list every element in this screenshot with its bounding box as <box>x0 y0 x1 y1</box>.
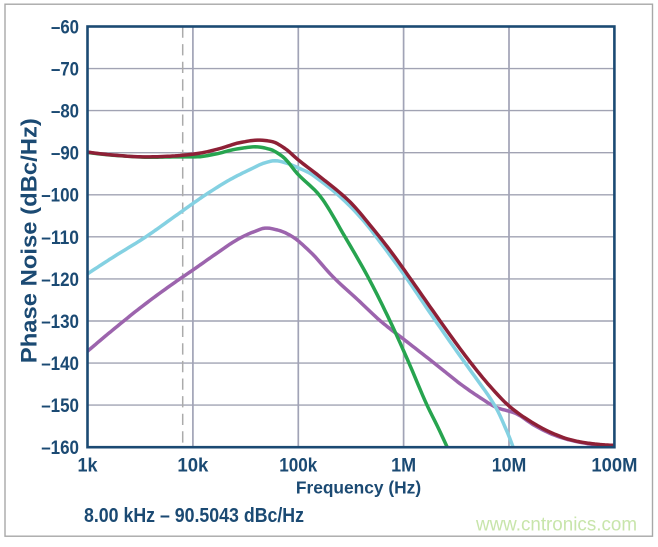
svg-text:–80: –80 <box>51 102 79 123</box>
svg-text:100k: 100k <box>279 455 317 476</box>
svg-text:–60: –60 <box>51 17 79 38</box>
svg-text:–110: –110 <box>41 228 79 249</box>
svg-text:Phase Noise (dBc/Hz): Phase Noise (dBc/Hz) <box>17 118 42 363</box>
svg-text:–90: –90 <box>51 144 79 165</box>
svg-text:–150: –150 <box>41 396 79 417</box>
svg-text:–130: –130 <box>41 312 79 333</box>
svg-text:–140: –140 <box>41 354 79 375</box>
svg-text:100M: 100M <box>591 455 637 476</box>
svg-text:1k: 1k <box>78 455 98 476</box>
svg-text:8.00 kHz – 90.5043 dBc/Hz: 8.00 kHz – 90.5043 dBc/Hz <box>84 505 304 527</box>
svg-text:–160: –160 <box>41 438 79 459</box>
svg-text:10k: 10k <box>177 455 208 476</box>
svg-text:–70: –70 <box>51 60 79 81</box>
svg-text:Frequency (Hz): Frequency (Hz) <box>296 478 421 498</box>
svg-text:–120: –120 <box>41 270 79 291</box>
svg-text:10M: 10M <box>492 455 527 476</box>
svg-text:1M: 1M <box>391 455 416 476</box>
svg-text:www.cntronics.com: www.cntronics.com <box>475 514 637 536</box>
svg-text:–100: –100 <box>41 186 79 207</box>
